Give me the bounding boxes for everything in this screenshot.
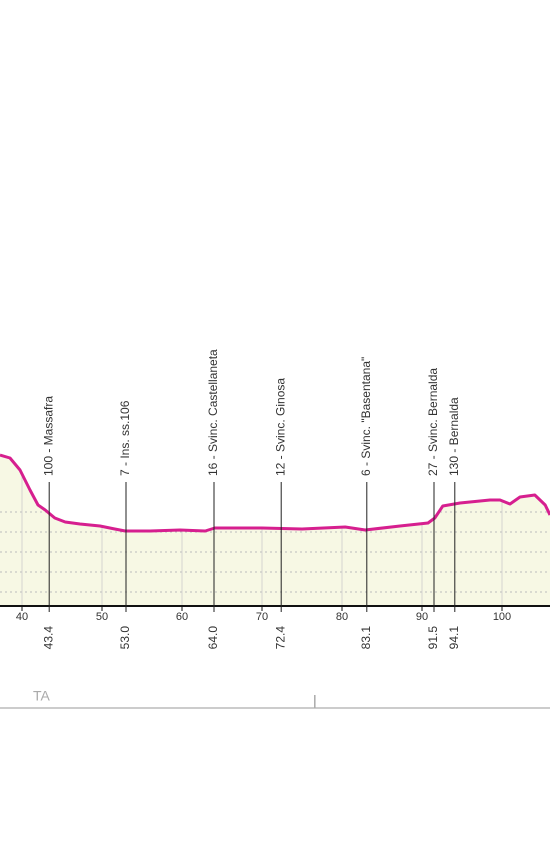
- waypoint-label: 6 - Svinc. "Basentana": [359, 357, 373, 476]
- x-tick-label: 70: [256, 611, 268, 623]
- waypoint-km: 53.0: [118, 626, 132, 650]
- waypoint-km: 83.1: [359, 626, 373, 650]
- waypoint-km: 94.1: [447, 626, 461, 650]
- waypoint-label: 16 - Svinc. Castellaneta: [206, 349, 220, 476]
- waypoint-label: 27 - Svinc. Bernalda: [426, 368, 440, 476]
- elevation-line: [0, 453, 550, 533]
- x-tick-label: 50: [96, 611, 108, 623]
- waypoint-km: 43.4: [41, 626, 55, 650]
- waypoint-km: 72.4: [273, 626, 287, 650]
- x-tick-label: 60: [176, 611, 188, 623]
- waypoint-km: 64.0: [206, 626, 220, 650]
- area: [0, 455, 550, 606]
- x-tick-label: 80: [336, 611, 348, 623]
- waypoint-label: 130 - Bernalda: [447, 397, 461, 476]
- waypoint-label: 12 - Svinc. Ginosa: [273, 378, 287, 476]
- x-tick-label: 40: [16, 611, 28, 623]
- x-tick-label: 90: [416, 611, 428, 623]
- waypoint-label: 100 - Massafra: [41, 396, 55, 476]
- waypoint-km: 91.5: [426, 626, 440, 650]
- waypoint-label: 7 - Ins. ss.106: [118, 400, 132, 476]
- x-tick-label: 100: [493, 611, 511, 623]
- region-label: TA: [33, 688, 51, 704]
